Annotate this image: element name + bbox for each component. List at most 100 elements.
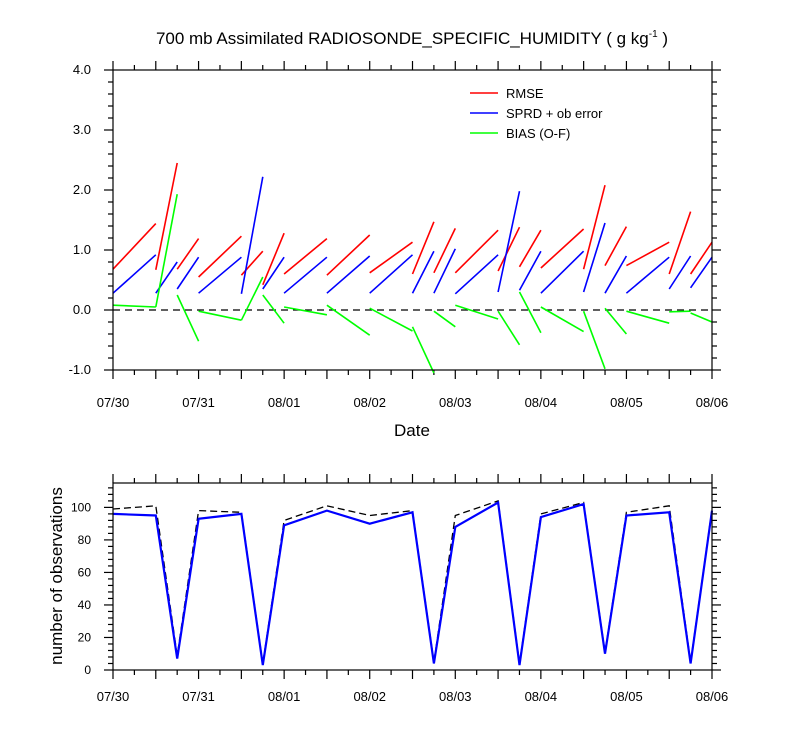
series-line-segment	[668, 211, 692, 275]
series-line-segment	[369, 254, 414, 294]
series-line-segment	[262, 232, 285, 286]
series-line-segment	[669, 310, 691, 313]
series-line-segment	[369, 241, 413, 274]
series-rmse	[112, 162, 713, 286]
series-line-segment	[198, 310, 242, 321]
series-line-segment	[582, 185, 606, 270]
series-line-segment	[625, 256, 670, 294]
series-line-segment	[326, 304, 371, 336]
series-line-segment	[455, 304, 499, 320]
series-line-segment	[540, 228, 585, 269]
series-line-segment	[283, 306, 328, 316]
bottom-chart-series	[112, 500, 714, 666]
series-line-segment	[454, 254, 499, 295]
series-line-segment	[283, 256, 328, 294]
series-line-segment	[411, 250, 435, 294]
top-chart-x-tick-label: 07/31	[182, 395, 215, 410]
series-line-segment	[690, 312, 713, 323]
series-line-segment	[262, 294, 285, 324]
legend-label: SPRD + ob error	[506, 106, 603, 121]
series-line-segment	[198, 256, 242, 294]
bottom-chart-y-tick-labels: 0 20 40 60 80 100	[71, 500, 91, 677]
top-chart-x-tick-labels: 07/30 07/31 08/01 08/02 08/03 08/04 08/05 08/06	[97, 395, 729, 410]
series-line-segment	[326, 234, 371, 276]
series-line-segment	[155, 194, 178, 308]
top-chart-x-tick-label: 08/02	[353, 395, 386, 410]
bottom-chart-x-tick-label: 08/02	[353, 689, 386, 704]
bottom-chart-y-tick-label: 40	[78, 598, 92, 612]
series-line-segment	[689, 241, 713, 275]
bottom-chart-y-axis-title: number of observations	[47, 487, 66, 665]
series-observations-used	[112, 500, 714, 666]
bottom-chart-frame	[112, 482, 713, 671]
series-line-segment	[198, 235, 242, 278]
series-line-segment	[433, 228, 457, 274]
series-line-segment	[176, 238, 200, 270]
bottom-chart-y-tick-label: 0	[84, 663, 91, 677]
series-line-segment	[668, 255, 692, 290]
series-line-segment	[497, 191, 521, 293]
legend-label: BIAS (O-F)	[506, 126, 570, 141]
series-line-segment	[112, 304, 156, 308]
bottom-chart-x-tick-label: 08/05	[610, 689, 643, 704]
bottom-chart-y-tick-label: 100	[71, 500, 91, 514]
top-chart-ticks	[104, 61, 721, 379]
chart-title-superscript: -1	[649, 29, 658, 40]
top-chart-y-tick-label: 2.0	[73, 182, 91, 197]
series-line-segment	[604, 307, 628, 335]
bottom-chart-y-tick-label: 20	[78, 630, 92, 644]
series-line-segment	[369, 307, 413, 332]
series-line-segment	[518, 250, 542, 291]
top-chart-x-tick-label: 08/01	[268, 395, 301, 410]
series-sprd-ob-error	[112, 176, 713, 295]
bottom-chart-x-tick-label: 08/01	[268, 689, 301, 704]
top-chart-y-tick-label: 4.0	[73, 62, 91, 77]
bottom-chart-x-tick-label: 07/30	[97, 689, 130, 704]
series-line-segment	[155, 162, 178, 270]
top-chart-x-tick-label: 08/06	[696, 395, 729, 410]
series-line-segment	[518, 229, 542, 268]
top-chart-series	[112, 162, 713, 374]
legend-label: RMSE	[506, 86, 544, 101]
top-chart-y-tick-label: 0.0	[73, 302, 91, 317]
series-line-segment	[240, 250, 264, 276]
series-line-segment	[454, 229, 499, 274]
top-chart-y-tick-label: -1.0	[69, 362, 91, 377]
series-line-segment	[240, 176, 264, 294]
top-chart-x-tick-label: 08/04	[525, 395, 558, 410]
bottom-chart-y-tick-label: 80	[78, 533, 92, 547]
chart-title: 700 mb Assimilated RADIOSONDE_SPECIFIC_H…	[156, 29, 668, 48]
series-line-segment	[604, 226, 628, 266]
series-line-segment	[582, 222, 606, 293]
top-chart-x-tick-label: 08/05	[610, 395, 643, 410]
top-chart-frame	[112, 69, 713, 371]
series-line-segment	[582, 310, 606, 370]
top-chart-y-tick-label: 1.0	[73, 242, 91, 257]
series-line-segment	[626, 310, 670, 324]
series-line-segment	[112, 223, 157, 270]
bottom-chart-x-tick-labels: 07/30 07/31 08/01 08/02 08/03 08/04 08/05 08/06	[97, 689, 729, 704]
series-line-segment	[433, 248, 457, 294]
bottom-chart-x-tick-label: 08/04	[525, 689, 558, 704]
series-line-segment	[689, 256, 713, 289]
series-line-segment	[283, 237, 328, 275]
bottom-chart-x-tick-label: 08/03	[439, 689, 472, 704]
series-line-segment	[176, 294, 200, 342]
series-line-segment	[518, 291, 542, 334]
bottom-chart-x-tick-label: 07/31	[182, 689, 215, 704]
series-line-segment	[604, 255, 628, 294]
top-chart-x-axis-title: Date	[394, 421, 430, 440]
series-line-segment	[112, 254, 157, 294]
series-line-segment	[497, 310, 521, 346]
series-line-segment	[411, 221, 435, 275]
series-line-segment	[262, 256, 285, 290]
bottom-chart-ticks	[104, 474, 721, 679]
chart-title-main: 700 mb Assimilated RADIOSONDE_SPECIFIC_H…	[156, 29, 649, 48]
series-line-segment	[497, 226, 521, 272]
top-chart-x-tick-label: 08/03	[439, 395, 472, 410]
top-chart-legend: RMSE SPRD + ob error BIAS (O-F)	[470, 86, 603, 141]
chart-title-end: )	[658, 29, 668, 48]
bottom-chart-y-tick-label: 60	[78, 565, 92, 579]
top-chart-x-tick-label: 07/30	[97, 395, 130, 410]
series-observations-available	[112, 500, 713, 664]
